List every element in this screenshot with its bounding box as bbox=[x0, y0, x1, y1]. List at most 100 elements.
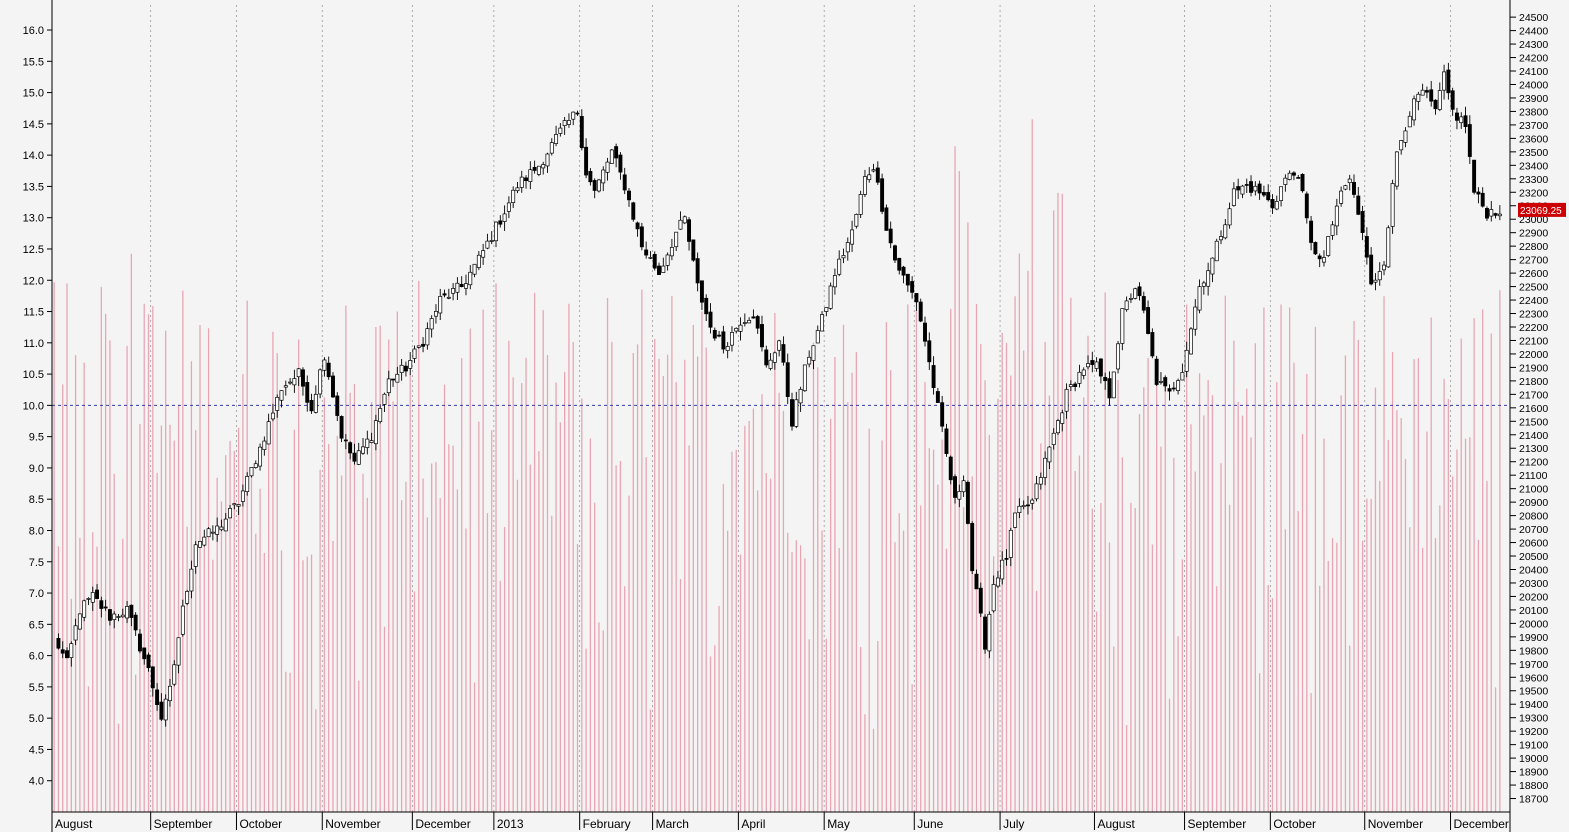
candle-body bbox=[301, 369, 305, 387]
candle-body bbox=[1210, 257, 1215, 275]
month-label: December bbox=[415, 817, 470, 831]
candle-body bbox=[528, 169, 533, 183]
candle-body bbox=[339, 416, 344, 439]
candle-body bbox=[189, 568, 194, 592]
candle-body bbox=[1480, 192, 1485, 207]
candle-body bbox=[1377, 271, 1382, 281]
candle-body bbox=[288, 381, 293, 384]
candle-body bbox=[897, 257, 902, 271]
candle-body bbox=[678, 219, 683, 230]
candle-body bbox=[382, 393, 387, 405]
candle-body bbox=[1386, 227, 1391, 268]
candle-body bbox=[777, 340, 782, 351]
right-axis-tick-label: 23800 bbox=[1519, 106, 1548, 118]
right-axis-tick-label: 19000 bbox=[1519, 753, 1548, 765]
candle-body bbox=[1373, 279, 1378, 283]
right-axis-tick-label: 19600 bbox=[1519, 672, 1548, 684]
candle-body bbox=[168, 685, 172, 702]
candle-body bbox=[163, 698, 168, 721]
candle-body bbox=[86, 598, 91, 600]
right-axis-tick-label: 24100 bbox=[1519, 66, 1548, 78]
right-axis-tick-label: 19400 bbox=[1519, 699, 1548, 711]
candle-body bbox=[133, 614, 138, 631]
month-label: April bbox=[741, 817, 765, 831]
candle-body bbox=[1000, 559, 1005, 580]
right-axis-tick-label: 18700 bbox=[1519, 794, 1548, 806]
candle-body bbox=[1317, 255, 1322, 260]
left-axis-tick-label: 9.5 bbox=[29, 432, 44, 444]
candle-body bbox=[408, 360, 413, 369]
candle-body bbox=[270, 412, 275, 420]
candle-body bbox=[1180, 372, 1185, 381]
candle-body bbox=[807, 356, 812, 365]
candle-body bbox=[1150, 332, 1155, 357]
candle-body bbox=[1056, 420, 1060, 434]
candle-body bbox=[725, 346, 730, 351]
right-axis-tick-label: 23300 bbox=[1519, 174, 1548, 186]
right-axis-tick-label: 22700 bbox=[1519, 255, 1548, 267]
candle-body bbox=[1454, 112, 1459, 121]
left-axis-tick-label: 7.0 bbox=[29, 588, 44, 600]
candle-body bbox=[485, 240, 490, 249]
candle-body bbox=[206, 528, 211, 538]
candle-body bbox=[794, 399, 799, 427]
candle-body bbox=[682, 216, 687, 224]
right-axis-tick-label: 23600 bbox=[1519, 133, 1548, 145]
candle-body bbox=[1167, 388, 1172, 392]
candle-body bbox=[815, 330, 820, 344]
candle-body bbox=[403, 365, 408, 372]
candle-body bbox=[262, 440, 267, 451]
candle-body bbox=[433, 311, 438, 317]
candle-body bbox=[609, 149, 614, 164]
candle-body bbox=[1467, 124, 1472, 157]
candle-body bbox=[1459, 116, 1464, 124]
candle-body bbox=[875, 167, 880, 183]
candle-body bbox=[566, 120, 571, 125]
candle-body bbox=[584, 146, 589, 176]
left-axis-tick-label: 9.0 bbox=[29, 463, 44, 475]
candle-body bbox=[1124, 300, 1129, 310]
candle-body bbox=[665, 254, 670, 266]
candle-body bbox=[790, 399, 794, 427]
candle-body bbox=[1343, 185, 1348, 190]
candle-body bbox=[1223, 224, 1228, 239]
candle-body bbox=[1227, 208, 1232, 226]
candle-body bbox=[1021, 505, 1026, 508]
candle-body bbox=[129, 604, 134, 618]
candle-body bbox=[854, 214, 859, 227]
candle-body bbox=[1463, 115, 1468, 128]
candle-body bbox=[489, 240, 494, 242]
candle-body bbox=[1416, 93, 1421, 102]
candle-body bbox=[592, 180, 597, 191]
candle-body bbox=[1137, 286, 1142, 297]
candle-body bbox=[699, 280, 704, 303]
right-axis-tick-label: 23900 bbox=[1519, 93, 1548, 105]
candle-body bbox=[515, 187, 520, 192]
candle-body bbox=[416, 345, 421, 348]
last-price-badge-bg bbox=[1518, 202, 1566, 217]
candle-body bbox=[738, 324, 743, 332]
candle-body bbox=[1030, 499, 1035, 504]
candle-body bbox=[215, 525, 220, 535]
candle-body bbox=[1270, 199, 1275, 209]
candle-body bbox=[1094, 361, 1099, 369]
candle-body bbox=[961, 480, 966, 493]
candle-body bbox=[944, 428, 949, 454]
candle-body bbox=[880, 178, 885, 212]
candle-body bbox=[1322, 257, 1326, 263]
candle-body bbox=[639, 226, 644, 248]
month-label: May bbox=[827, 817, 850, 831]
candle-body bbox=[506, 202, 511, 212]
candle-body bbox=[1004, 558, 1009, 560]
candle-body bbox=[1171, 387, 1176, 390]
candle-body bbox=[1193, 306, 1198, 330]
candle-body bbox=[1437, 90, 1442, 110]
candle-body bbox=[751, 316, 756, 319]
right-axis-tick-label: 20100 bbox=[1519, 605, 1548, 617]
candle-body bbox=[275, 396, 280, 411]
left-axis-tick-label: 12.0 bbox=[23, 275, 44, 287]
candle-body bbox=[987, 613, 992, 652]
candle-body bbox=[1407, 115, 1412, 128]
candle-body bbox=[1034, 483, 1039, 500]
candle-body bbox=[228, 508, 232, 519]
